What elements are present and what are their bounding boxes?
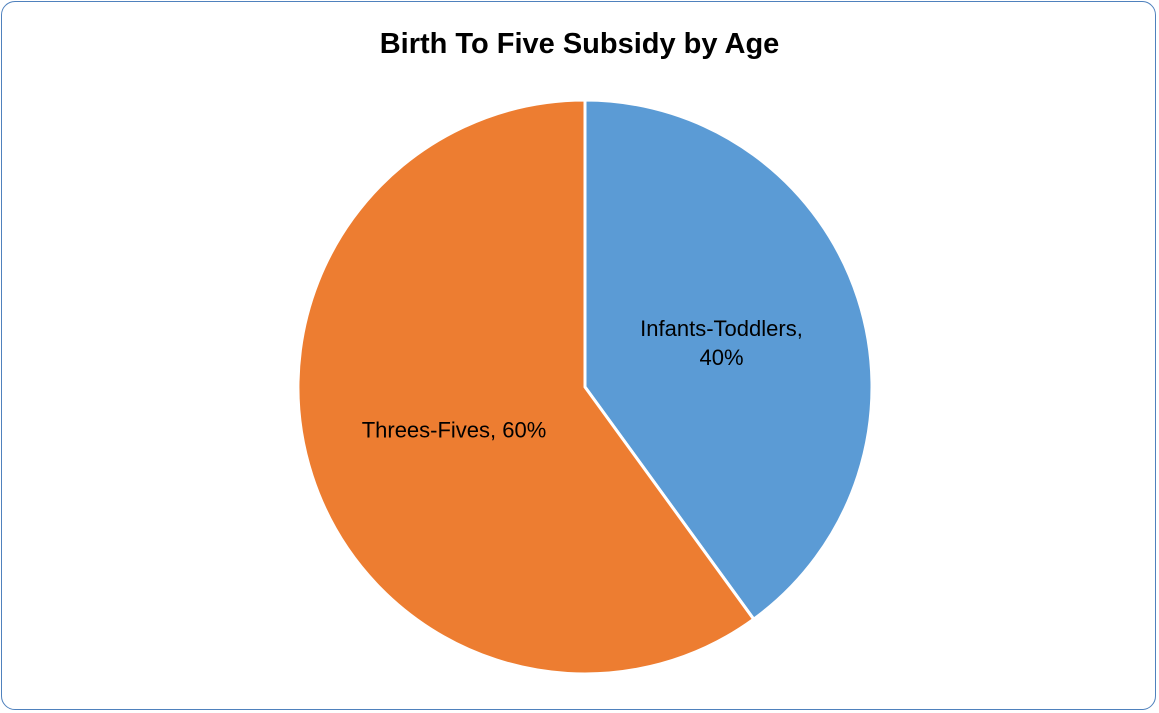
data-label-line: Infants-Toddlers, bbox=[640, 316, 803, 341]
data-label-line: Threes-Fives, 60% bbox=[362, 418, 547, 443]
pie-slice-threes-fives bbox=[296, 98, 756, 676]
data-label-threes-fives: Threes-Fives, 60% bbox=[362, 418, 547, 443]
data-label-line: 40% bbox=[699, 345, 743, 370]
pie-slice-infants-toddlers bbox=[583, 98, 874, 621]
data-label-infants-toddlers: Infants-Toddlers, 40% bbox=[640, 316, 803, 370]
chart-title: Birth To Five Subsidy by Age bbox=[379, 28, 780, 60]
